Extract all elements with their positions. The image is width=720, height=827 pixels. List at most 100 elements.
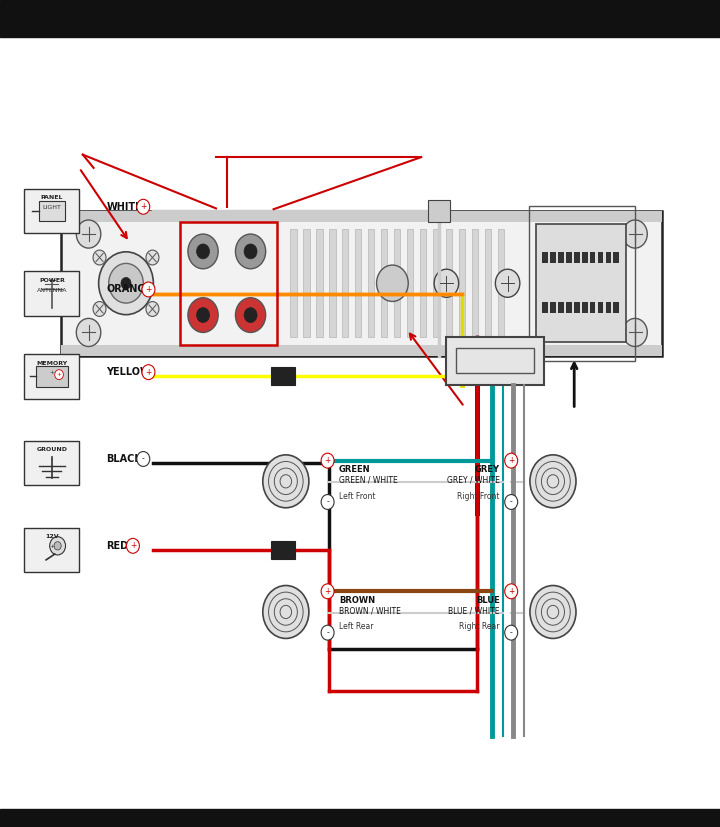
Text: ORANGE: ORANGE xyxy=(107,284,153,294)
Bar xyxy=(0,0,720,37)
Bar xyxy=(558,302,564,313)
Bar xyxy=(407,229,413,337)
Bar xyxy=(558,252,564,263)
Text: Left Front: Left Front xyxy=(339,492,376,500)
Bar xyxy=(329,229,336,337)
Circle shape xyxy=(197,308,210,323)
Circle shape xyxy=(137,452,150,466)
Bar xyxy=(582,252,588,263)
Bar xyxy=(316,229,323,337)
Circle shape xyxy=(623,318,647,347)
Text: PANEL: PANEL xyxy=(40,195,63,200)
Text: BROWN / WHITE: BROWN / WHITE xyxy=(339,607,401,615)
Circle shape xyxy=(377,265,408,302)
Text: WHITE: WHITE xyxy=(107,202,143,212)
Circle shape xyxy=(50,537,66,555)
Bar xyxy=(39,201,65,221)
Circle shape xyxy=(263,586,309,638)
Bar xyxy=(24,528,79,572)
Circle shape xyxy=(188,298,218,332)
Circle shape xyxy=(321,453,334,468)
Text: +: + xyxy=(140,203,146,211)
Text: BLUE / WHITE: BLUE / WHITE xyxy=(448,607,500,615)
Bar xyxy=(446,337,544,385)
Bar xyxy=(485,229,491,337)
Circle shape xyxy=(505,495,518,509)
Text: ANTENNA: ANTENNA xyxy=(37,288,67,293)
Circle shape xyxy=(109,264,143,304)
Text: GREEN: GREEN xyxy=(339,466,371,474)
Bar xyxy=(271,367,295,385)
Bar xyxy=(459,229,465,337)
Bar xyxy=(24,441,79,485)
Text: GREY: GREY xyxy=(474,466,500,474)
Circle shape xyxy=(530,455,576,508)
Text: Right Front: Right Front xyxy=(457,492,500,500)
Circle shape xyxy=(146,302,159,317)
Bar xyxy=(0,809,720,827)
Bar xyxy=(290,229,297,337)
Bar xyxy=(456,348,534,373)
Text: BROWN: BROWN xyxy=(339,596,375,605)
Circle shape xyxy=(93,302,106,317)
Bar xyxy=(536,224,626,342)
Text: +: + xyxy=(325,587,330,595)
Circle shape xyxy=(495,270,520,298)
Text: GROUND: GROUND xyxy=(36,447,68,452)
Circle shape xyxy=(76,318,101,347)
Bar xyxy=(394,229,400,337)
Bar xyxy=(498,229,504,337)
Circle shape xyxy=(434,270,459,298)
Circle shape xyxy=(263,455,309,508)
Bar xyxy=(590,252,595,263)
Circle shape xyxy=(76,220,101,248)
Text: -: - xyxy=(142,455,145,463)
Bar xyxy=(24,354,79,399)
Circle shape xyxy=(121,278,131,289)
Text: -: - xyxy=(510,498,513,506)
Bar xyxy=(24,271,79,316)
Circle shape xyxy=(321,584,334,599)
Circle shape xyxy=(505,625,518,640)
Bar xyxy=(574,252,580,263)
Bar xyxy=(542,252,548,263)
Bar xyxy=(613,252,619,263)
Text: BLACK: BLACK xyxy=(107,454,143,464)
Circle shape xyxy=(235,298,266,332)
Circle shape xyxy=(197,244,210,259)
Bar xyxy=(303,229,310,337)
Bar xyxy=(24,189,79,233)
Text: +: + xyxy=(57,372,61,377)
Circle shape xyxy=(54,542,61,550)
Bar xyxy=(613,302,619,313)
Bar xyxy=(61,211,662,356)
Bar xyxy=(36,366,68,387)
Text: BLUE: BLUE xyxy=(476,596,500,605)
Text: GREY / WHITE: GREY / WHITE xyxy=(447,476,500,485)
Circle shape xyxy=(93,250,106,265)
Text: -: - xyxy=(326,629,329,637)
Circle shape xyxy=(127,538,140,553)
Bar xyxy=(550,302,556,313)
Text: MEMORY: MEMORY xyxy=(36,361,68,366)
Text: +: + xyxy=(508,457,514,465)
Text: -: - xyxy=(50,457,53,462)
Bar xyxy=(420,229,426,337)
Bar xyxy=(446,229,452,337)
Text: +: + xyxy=(508,587,514,595)
Text: -: - xyxy=(326,498,329,506)
Text: POWER: POWER xyxy=(39,278,65,283)
Bar xyxy=(381,229,387,337)
Bar xyxy=(428,200,450,222)
Bar xyxy=(566,252,572,263)
Circle shape xyxy=(623,220,647,248)
Bar xyxy=(574,302,580,313)
Circle shape xyxy=(505,584,518,599)
Circle shape xyxy=(99,252,153,315)
Bar xyxy=(342,229,348,337)
Bar xyxy=(61,345,662,356)
Text: +: + xyxy=(130,542,136,550)
Text: RED: RED xyxy=(107,541,129,551)
Text: Left Rear: Left Rear xyxy=(339,623,374,631)
Text: GREEN / WHITE: GREEN / WHITE xyxy=(339,476,398,485)
